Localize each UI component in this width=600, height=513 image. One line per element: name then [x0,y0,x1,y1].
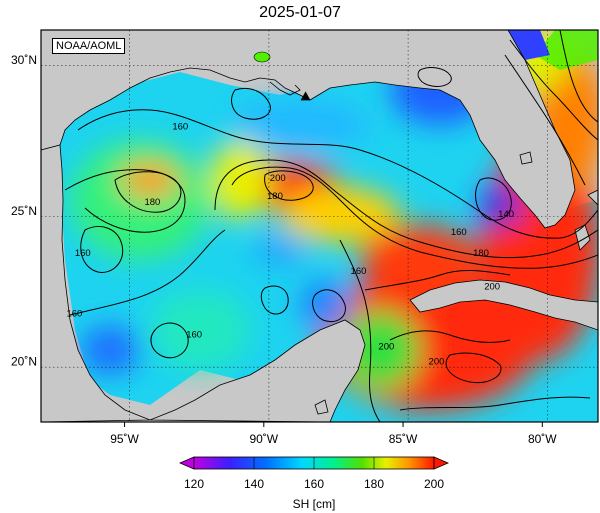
colorbar-tick: 140 [244,477,264,491]
colorbar-high-arrow [433,456,450,470]
colorbar: 120 140 160 180 200 SH [cm] [178,456,450,511]
axis-ticks: 95˚W 90˚W 85˚W 80˚W 30˚N 25˚N 20˚N [11,53,557,446]
yucatan-peninsula [149,319,366,422]
contour-label: 200 [484,281,500,292]
us-gulf-coast [41,30,576,229]
lat-tick-label: 30˚N [11,53,37,67]
lon-tick-label: 95˚W [110,432,139,446]
station-marker-triangle [300,91,311,101]
contour-label: 200 [270,173,286,184]
contour-label: 160 [186,330,202,341]
map-title: 2025-01-07 [259,4,341,21]
lat-tick-label: 25˚N [11,204,37,218]
contour-label: 160 [451,227,467,238]
contour-label: 140 [498,209,514,220]
colorbar-tick: 120 [184,477,204,491]
lon-tick-label: 85˚W [389,432,418,446]
colorbar-tick: 200 [424,477,444,491]
colorbar-label: SH [cm] [293,497,336,511]
colorbar-tick: 180 [364,477,384,491]
lon-tick-label: 80˚W [528,432,557,446]
land-masses [41,30,598,422]
contour-label: 160 [351,266,367,277]
contour-label: 180 [144,197,160,208]
contour-label: 160 [172,121,188,132]
credit-label: NOAA/AOML [52,38,126,54]
graticule [41,30,598,422]
bahamas [574,224,591,251]
contour-label: 200 [378,342,394,353]
contour-label: 180 [473,248,489,259]
colorbar-tick: 160 [304,477,324,491]
contour-label: 200 [429,357,445,368]
colorbar-tick-labels: 120 140 160 180 200 [184,477,444,491]
contour-label: 180 [267,191,283,202]
mexico-coast [41,144,151,422]
map-frame [40,29,599,423]
cuba [409,279,598,331]
colorbar-low-arrow [178,456,195,470]
lat-tick-label: 20˚N [11,355,37,369]
contour-label: 160 [66,308,82,319]
contour-labels: 160 180 160 160 160 200 180 160 160 180 140 200 200 2… [66,121,514,367]
contour-lines [64,30,598,422]
lon-tick-label: 90˚W [249,432,278,446]
contour-label: 160 [75,248,91,259]
